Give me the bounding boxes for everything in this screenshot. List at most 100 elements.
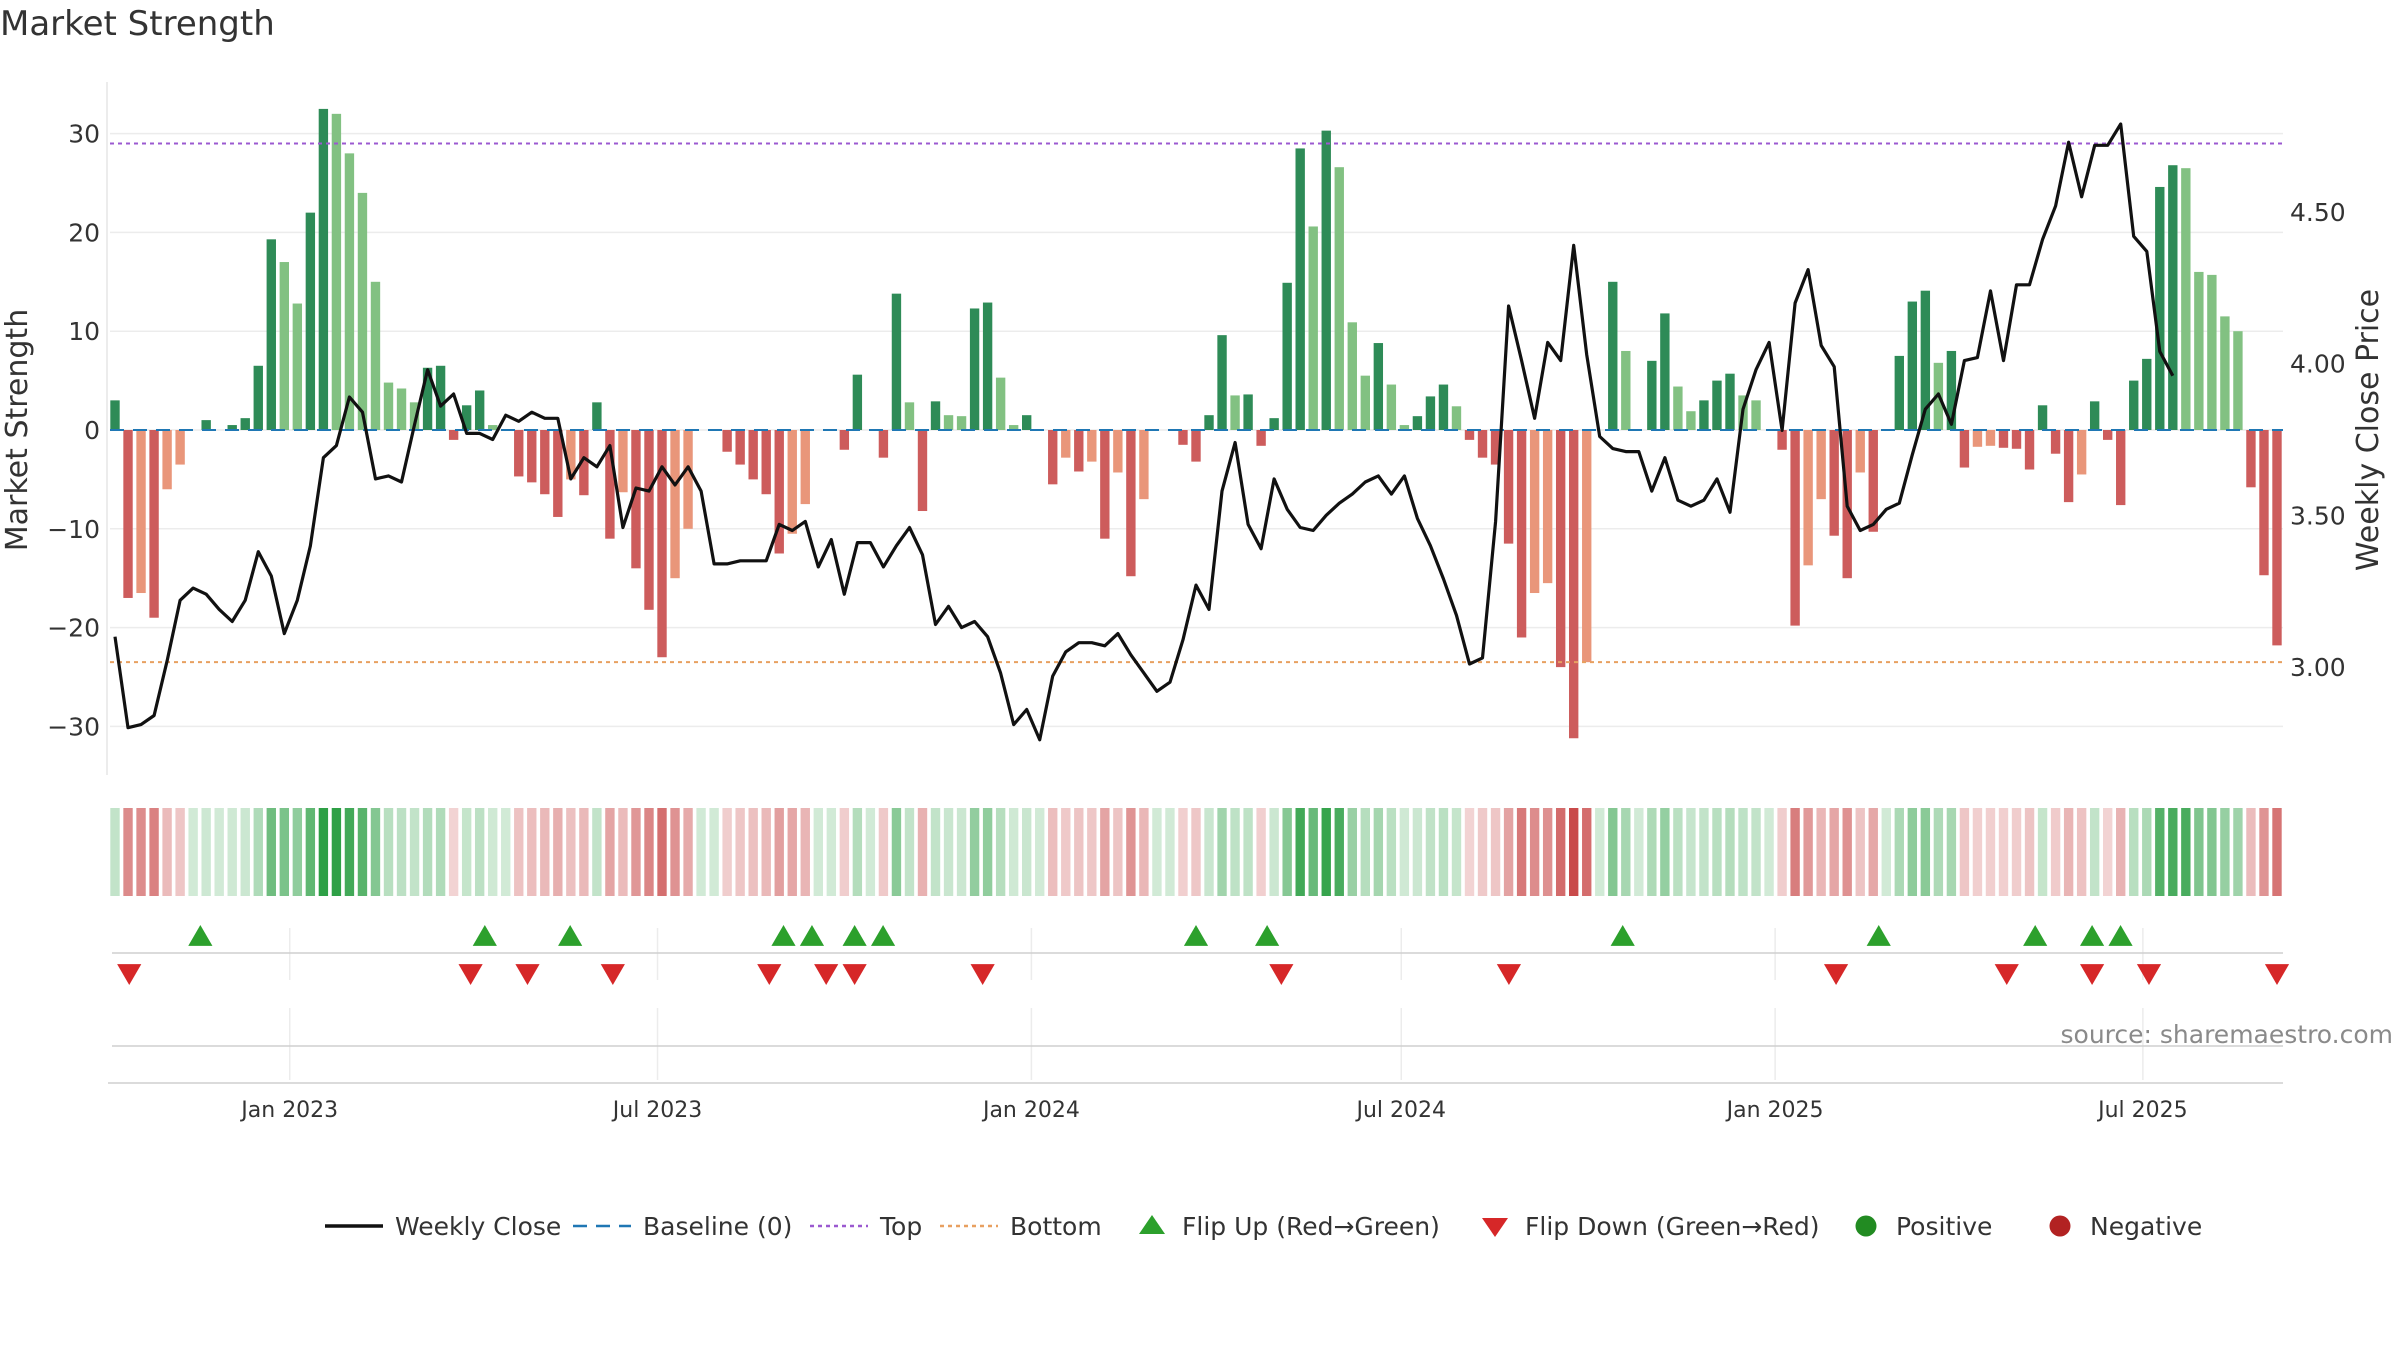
- bottom-panels: [108, 928, 2283, 1084]
- strength-bar: [1061, 430, 1071, 458]
- strength-bar: [488, 425, 498, 430]
- strength-bar: [774, 430, 784, 554]
- strength-bar: [1438, 384, 1449, 430]
- strength-bar: [435, 365, 446, 430]
- strength-bar: [305, 212, 316, 430]
- heat-cell: [1334, 808, 1344, 896]
- flip-down-marker: [2136, 964, 2162, 985]
- strength-bar: [383, 382, 394, 430]
- legend-item: Bottom: [940, 1212, 1102, 1241]
- heat-cell: [2024, 808, 2035, 896]
- legend-swatch: [1855, 1215, 1877, 1237]
- heat-cell: [2259, 808, 2269, 896]
- heat-cell: [1582, 808, 1592, 896]
- heat-cell: [2089, 808, 2100, 896]
- flip-up-marker: [2108, 925, 2133, 946]
- heat-cell: [969, 808, 980, 896]
- legend-label: Baseline (0): [643, 1212, 792, 1241]
- heat-cell: [1503, 808, 1514, 896]
- heat-cell: [1360, 808, 1371, 896]
- heat-cell: [1165, 808, 1175, 896]
- heat-cell: [735, 808, 745, 896]
- heat-cell: [1256, 808, 1266, 896]
- legend-item: Flip Up (Red→Green): [1139, 1212, 1440, 1241]
- strength-bar: [292, 303, 303, 430]
- legend-item: Baseline (0): [573, 1212, 792, 1241]
- strength-bar: [1894, 355, 1904, 430]
- reference-lines: [110, 142, 2283, 664]
- heat-cell: [344, 808, 355, 896]
- x-tick-label: Jul 2024: [1354, 1098, 1446, 1123]
- heat-cell: [761, 808, 771, 896]
- strength-bar: [566, 430, 576, 480]
- strength-bar: [1477, 430, 1488, 458]
- heat-cell: [852, 808, 863, 896]
- heat-cell: [670, 808, 680, 896]
- flip-down-marker: [757, 964, 782, 985]
- heat-cell: [396, 808, 407, 896]
- axes: 30 20 10 0 −10 −20 −30 Market Strength 4.50 4.00 3…: [0, 120, 2393, 1123]
- x-tick-label: Jan 2024: [981, 1098, 1080, 1123]
- strength-bar: [1399, 425, 1410, 430]
- legend-label: Top: [879, 1212, 922, 1241]
- heat-cell: [917, 808, 928, 896]
- strength-bar: [657, 430, 667, 658]
- heat-cell: [1490, 808, 1501, 896]
- heat-cell: [1946, 808, 1957, 896]
- strength-bar: [735, 430, 745, 465]
- heat-cell: [227, 808, 237, 896]
- strength-bar: [2168, 165, 2178, 430]
- strength-bar: [670, 430, 680, 579]
- strength-bar: [1425, 396, 1436, 430]
- heat-cell: [2168, 808, 2178, 896]
- strength-bar: [1751, 400, 1761, 430]
- heat-cell: [1868, 808, 1878, 896]
- heat-cell: [2116, 808, 2126, 896]
- strength-bar: [1204, 415, 1214, 430]
- strength-bar: [1048, 430, 1058, 485]
- heat-cell: [2207, 808, 2217, 896]
- strength-bar: [2194, 271, 2204, 430]
- heat-cell: [1243, 808, 1253, 896]
- left-tick-label: 10: [68, 317, 100, 346]
- strength-bar: [800, 430, 810, 505]
- strength-bars: [110, 108, 2282, 739]
- heat-cell: [1321, 808, 1331, 896]
- strength-bar: [1217, 335, 1227, 430]
- heat-cell: [1139, 808, 1149, 896]
- strength-bar: [1647, 360, 1657, 430]
- strength-bar: [1868, 430, 1878, 532]
- heat-cell: [1347, 808, 1357, 896]
- heat-cell: [1295, 808, 1305, 896]
- strength-bar: [1373, 343, 1384, 430]
- strength-bar: [1295, 148, 1305, 431]
- heat-cell: [1608, 808, 1618, 896]
- heat-cell: [2272, 808, 2282, 896]
- strength-bar: [1139, 430, 1149, 500]
- left-axis-label: Market Strength: [0, 309, 35, 551]
- heat-cell: [605, 808, 615, 896]
- heat-cell: [2063, 808, 2074, 896]
- heat-cell: [553, 808, 563, 896]
- strength-bar: [1907, 301, 1918, 430]
- strength-bar: [1608, 281, 1618, 430]
- heat-cell: [566, 808, 576, 896]
- flip-down-marker: [600, 964, 625, 985]
- strength-bar: [1998, 430, 2009, 448]
- right-tick-label: 3.50: [2290, 501, 2346, 530]
- heat-cell: [1569, 808, 1579, 896]
- strength-bar: [1790, 430, 1800, 626]
- heat-cell: [1308, 808, 1318, 896]
- strength-bar: [1178, 430, 1188, 445]
- strength-bar: [618, 430, 628, 493]
- strength-bar: [1269, 418, 1279, 430]
- flip-up-marker: [771, 925, 796, 946]
- strength-bar: [1516, 430, 1527, 638]
- heat-cell: [1048, 808, 1058, 896]
- strength-bar: [748, 430, 758, 480]
- strength-bar: [761, 430, 771, 495]
- heat-cell: [1555, 808, 1566, 896]
- flip-up-marker: [799, 925, 825, 946]
- strength-bar: [930, 401, 941, 430]
- heat-cell: [2246, 808, 2256, 896]
